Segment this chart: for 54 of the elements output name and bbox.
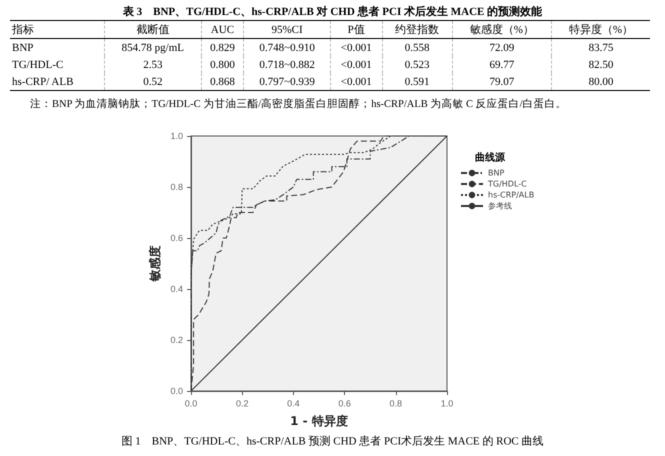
text: 图 1 BNP、TG/HDL-C、hs-CRP/ALB 预测 CHD 患者 PCI术后发生 MACE 的 ROC 曲线 xyxy=(121,434,544,448)
text: 0.797~0.939 xyxy=(244,73,330,90)
text: 0.558 xyxy=(382,38,452,56)
x-tick-label: 0.0 xyxy=(184,398,198,408)
text: 0.52 xyxy=(104,73,202,90)
text: TG/HDL-C xyxy=(11,58,64,72)
text: BNP xyxy=(11,40,34,56)
text: 指标 xyxy=(10,20,105,38)
y-tick-label: 0.2 xyxy=(170,335,183,345)
y-tick-label: 0.6 xyxy=(170,233,183,243)
x-tick-label: 0.4 xyxy=(287,398,300,408)
text: 95%CI xyxy=(244,20,330,38)
text: 敏感度（%） xyxy=(452,20,552,38)
text: 0.829 xyxy=(201,38,244,56)
text: 表 3 BNP、TG/HDL-C、hs-CRP/ALB 对 CHD 患者 PCI 术后发生 MACE 的预测效能 xyxy=(122,4,544,20)
text: <0.001 xyxy=(330,38,382,56)
text: 80.00 xyxy=(551,73,650,90)
x-axis-title: 1 - 特异度 xyxy=(290,414,348,428)
text: 82.50 xyxy=(551,56,650,73)
text: 截断值 xyxy=(104,20,202,38)
text: P值 xyxy=(330,20,382,38)
y-tick-label: 0.8 xyxy=(170,182,183,192)
text: 0.591 xyxy=(382,73,452,90)
text: 854.78 pg/mL xyxy=(104,38,202,56)
text: 注：BNP 为血清脑钠肽；TG/HDL-C 为甘油三酯/高密度脂蛋白胆固醇；hs-CRP/ALB 为高敏 C 反应蛋白/白蛋白。 xyxy=(30,97,568,111)
x-tick-label: 0.8 xyxy=(390,398,402,408)
legend-label: BNP xyxy=(488,168,504,178)
text: 83.75 xyxy=(551,38,650,56)
text: 2.53 xyxy=(104,56,202,73)
text: 0.868 xyxy=(201,73,244,90)
text: 约登指数 xyxy=(382,20,452,38)
text: 79.07 xyxy=(452,73,552,90)
x-tick-label: 0.6 xyxy=(338,398,351,408)
legend-label: hs-CRP/ALB xyxy=(488,190,534,200)
text: 69.77 xyxy=(452,56,552,73)
text: AUC xyxy=(201,20,244,38)
text: 0.523 xyxy=(382,56,452,73)
text: hs-CRP/ ALB xyxy=(10,73,105,90)
text: <0.001 xyxy=(330,56,382,73)
text: 特异度（%） xyxy=(551,20,650,38)
text: 0.718~0.882 xyxy=(244,56,330,73)
text: <0.001 xyxy=(330,73,382,90)
legend-label: 参考线 xyxy=(488,202,512,210)
y-axis-title: 敏感度 xyxy=(148,246,162,282)
legend-label: TG/HDL-C xyxy=(487,180,528,188)
y-tick-label: 0.0 xyxy=(170,386,183,396)
y-tick-label: 0.4 xyxy=(170,284,183,294)
text: 0.800 xyxy=(201,56,244,73)
x-tick-label: 1.0 xyxy=(440,398,454,408)
y-tick-label: 1.0 xyxy=(170,131,183,141)
x-tick-label: 0.2 xyxy=(236,398,248,408)
legend-title: 曲线源 xyxy=(475,152,506,164)
text: 0.748~0.910 xyxy=(244,38,330,56)
text: 72.09 xyxy=(452,38,552,56)
